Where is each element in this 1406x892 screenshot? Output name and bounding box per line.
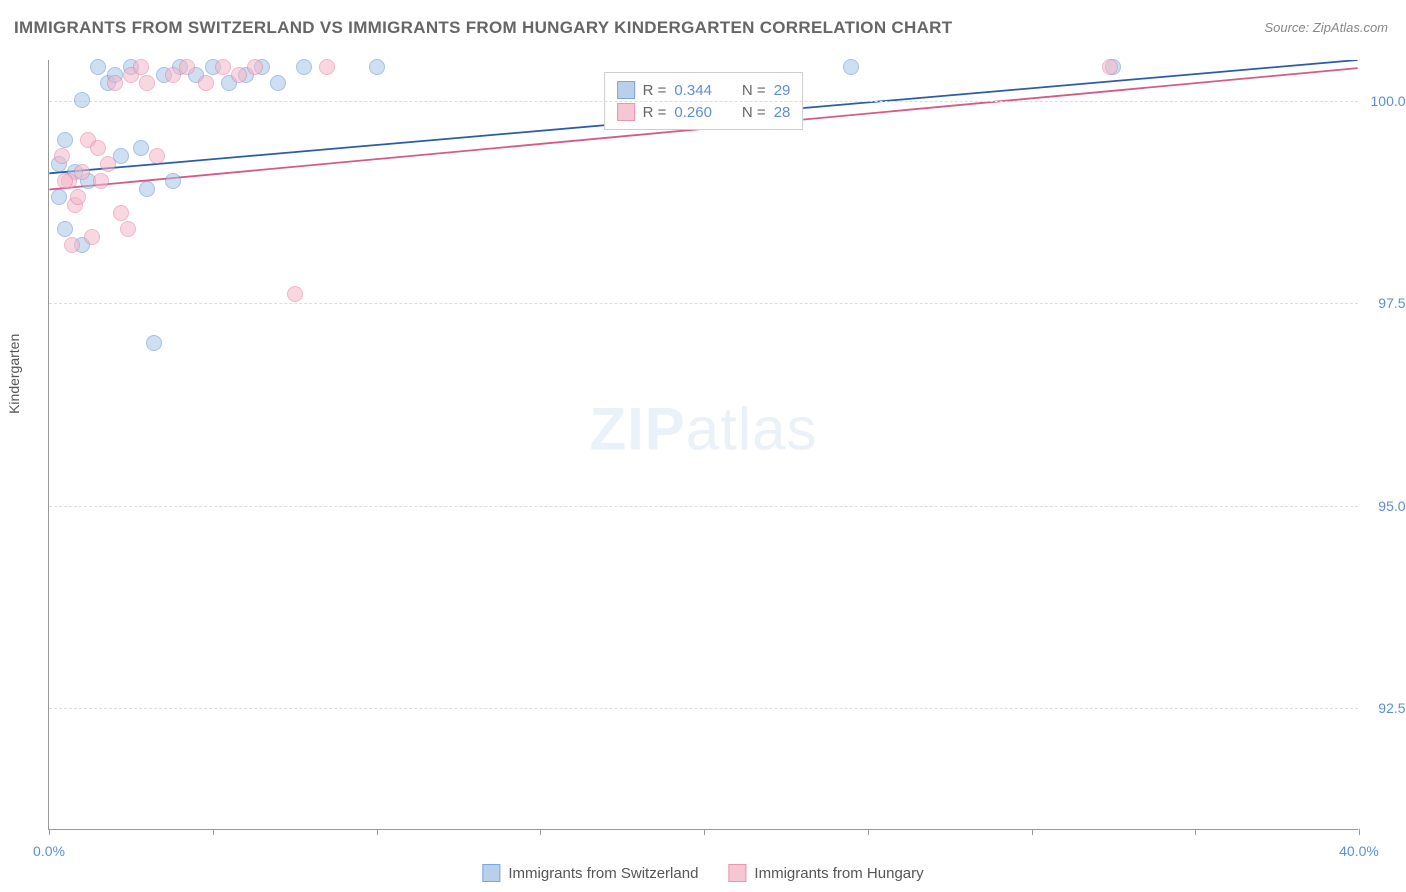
legend-row: R = 0.344 N = 29 xyxy=(617,79,791,101)
y-tick-label: 97.5% xyxy=(1363,295,1406,311)
x-tick xyxy=(377,829,378,835)
data-point xyxy=(296,59,312,75)
y-axis-title: Kindergarten xyxy=(6,334,22,414)
series-legend: Immigrants from Switzerland Immigrants fr… xyxy=(482,864,923,882)
series-legend-item: Immigrants from Switzerland xyxy=(482,864,698,882)
plot-area: ZIPatlas R = 0.344N = 29R = 0.260N = 28 … xyxy=(48,60,1358,830)
grid-line xyxy=(49,303,1358,304)
data-point xyxy=(139,181,155,197)
x-tick xyxy=(868,829,869,835)
x-tick xyxy=(704,829,705,835)
legend-swatch xyxy=(617,103,635,121)
x-tick xyxy=(1359,829,1360,835)
legend-swatch xyxy=(482,864,500,882)
series-name: Immigrants from Hungary xyxy=(754,865,923,882)
legend-swatch xyxy=(617,81,635,99)
data-point xyxy=(179,59,195,75)
x-tick xyxy=(1032,829,1033,835)
data-point xyxy=(57,173,73,189)
data-point xyxy=(70,189,86,205)
data-point xyxy=(57,221,73,237)
data-point xyxy=(198,75,214,91)
data-point xyxy=(64,237,80,253)
data-point xyxy=(90,140,106,156)
data-point xyxy=(54,148,70,164)
data-point xyxy=(90,59,106,75)
x-tick xyxy=(213,829,214,835)
x-tick xyxy=(1195,829,1196,835)
data-point xyxy=(100,156,116,172)
data-point xyxy=(113,205,129,221)
data-point xyxy=(843,59,859,75)
data-point xyxy=(133,140,149,156)
series-legend-item: Immigrants from Hungary xyxy=(728,864,923,882)
grid-line xyxy=(49,101,1358,102)
legend-n-value: 29 xyxy=(774,82,791,99)
chart-svg xyxy=(49,60,1358,829)
legend-n-label: N = xyxy=(742,82,766,99)
data-point xyxy=(74,92,90,108)
x-tick-label: 40.0% xyxy=(1339,843,1379,859)
watermark-bold: ZIP xyxy=(589,396,685,463)
data-point xyxy=(84,229,100,245)
data-point xyxy=(57,132,73,148)
data-point xyxy=(369,59,385,75)
data-point xyxy=(107,75,123,91)
data-point xyxy=(1102,59,1118,75)
data-point xyxy=(93,173,109,189)
data-point xyxy=(120,221,136,237)
data-point xyxy=(51,189,67,205)
source-attribution: Source: ZipAtlas.com xyxy=(1264,20,1388,35)
data-point xyxy=(165,173,181,189)
series-name: Immigrants from Switzerland xyxy=(508,865,698,882)
data-point xyxy=(247,59,263,75)
chart-title: IMMIGRANTS FROM SWITZERLAND VS IMMIGRANT… xyxy=(14,18,952,38)
data-point xyxy=(287,286,303,302)
legend-row: R = 0.260 N = 28 xyxy=(617,101,791,123)
grid-line xyxy=(49,708,1358,709)
data-point xyxy=(270,75,286,91)
y-tick-label: 95.0% xyxy=(1363,498,1406,514)
data-point xyxy=(139,75,155,91)
watermark-light: atlas xyxy=(686,396,818,463)
y-tick-label: 92.5% xyxy=(1363,700,1406,716)
y-tick-label: 100.0% xyxy=(1363,93,1406,109)
watermark: ZIPatlas xyxy=(589,395,817,464)
data-point xyxy=(133,59,149,75)
data-point xyxy=(215,59,231,75)
legend-swatch xyxy=(728,864,746,882)
legend-r-label: R = xyxy=(643,82,667,99)
grid-line xyxy=(49,506,1358,507)
data-point xyxy=(319,59,335,75)
x-tick-label: 0.0% xyxy=(33,843,65,859)
legend-n-value: 28 xyxy=(774,104,791,121)
legend-n-label: N = xyxy=(742,104,766,121)
legend-r-value: 0.260 xyxy=(674,104,712,121)
data-point xyxy=(146,335,162,351)
data-point xyxy=(149,148,165,164)
data-point xyxy=(231,67,247,83)
x-tick xyxy=(540,829,541,835)
legend-r-value: 0.344 xyxy=(674,82,712,99)
data-point xyxy=(74,164,90,180)
x-tick xyxy=(49,829,50,835)
legend-r-label: R = xyxy=(643,104,667,121)
